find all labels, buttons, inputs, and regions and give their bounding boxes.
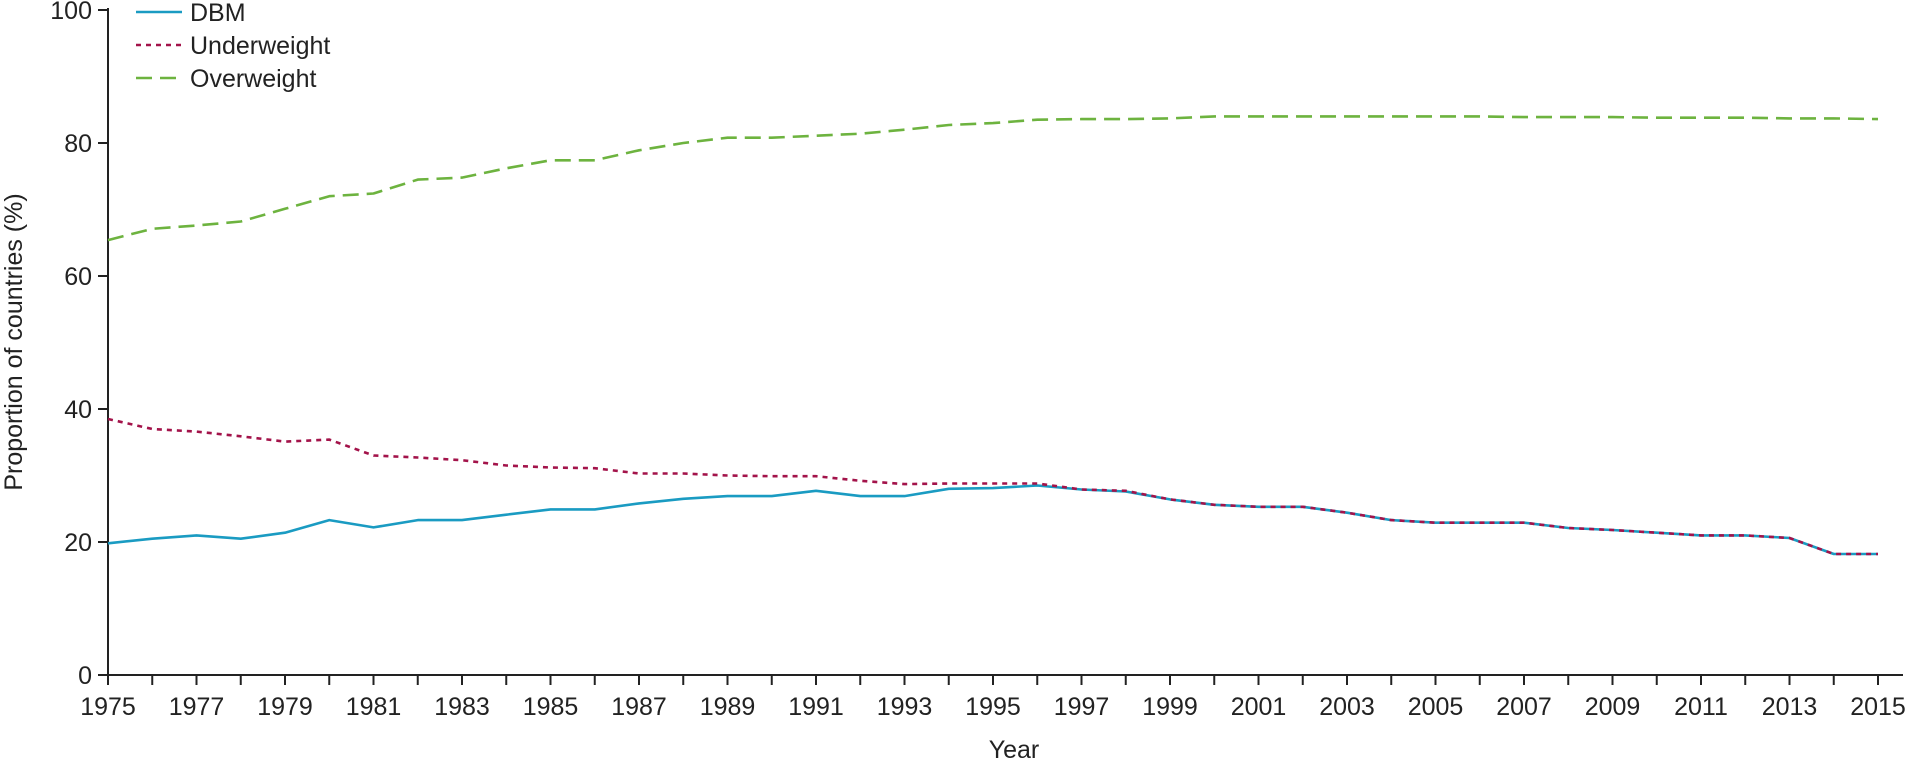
x-tick-label: 1983 [434,693,490,721]
x-tick-label: 1995 [965,693,1021,721]
x-tick-label: 2009 [1585,693,1641,721]
x-axis-title: Year [989,736,1040,761]
x-tick-label: 1991 [788,693,844,721]
x-tick-label: 1975 [80,693,136,721]
x-tick-label: 1987 [611,693,667,721]
y-tick-label: 40 [64,396,92,424]
x-tick-label: 1979 [257,693,313,721]
x-tick-label: 2015 [1850,693,1906,721]
x-tick-label: 1977 [169,693,225,721]
y-tick-label: 20 [64,529,92,557]
series-line-overweight [107,115,1879,242]
y-tick-label: 100 [50,0,92,25]
x-tick-label: 1997 [1054,693,1110,721]
legend-label-underweight: Underweight [190,32,330,60]
x-tick-label: 1989 [700,693,756,721]
x-tick-label: 2007 [1496,693,1552,721]
x-tick-label: 1985 [523,693,579,721]
series-line-underweight [107,417,1878,556]
x-tick-label: 2001 [1231,693,1287,721]
x-tick-label: 2013 [1762,693,1818,721]
x-tick-label: 2005 [1408,693,1464,721]
x-tick-label: 2003 [1319,693,1375,721]
series-line-dbm [107,484,1878,556]
y-axis-title: Proportion of countries (%) [0,193,28,490]
axes-layer: 0 20 40 60 80 100 1975 1977 1979 1981 1983 1985 1987… [50,0,1906,721]
x-tick-label: 2011 [1674,693,1728,721]
legend-label-overweight: Overweight [190,65,316,93]
legend: DBM Underweight Overweight [136,0,330,93]
y-tick-label: 0 [78,662,92,690]
x-tick-label: 1993 [877,693,933,721]
y-tick-label: 80 [64,130,92,158]
legend-label-dbm: DBM [190,0,246,27]
x-tick-label: 1999 [1142,693,1198,721]
x-tick-label: 1981 [346,693,402,721]
series-layer [107,115,1879,556]
y-tick-label: 60 [64,263,92,291]
